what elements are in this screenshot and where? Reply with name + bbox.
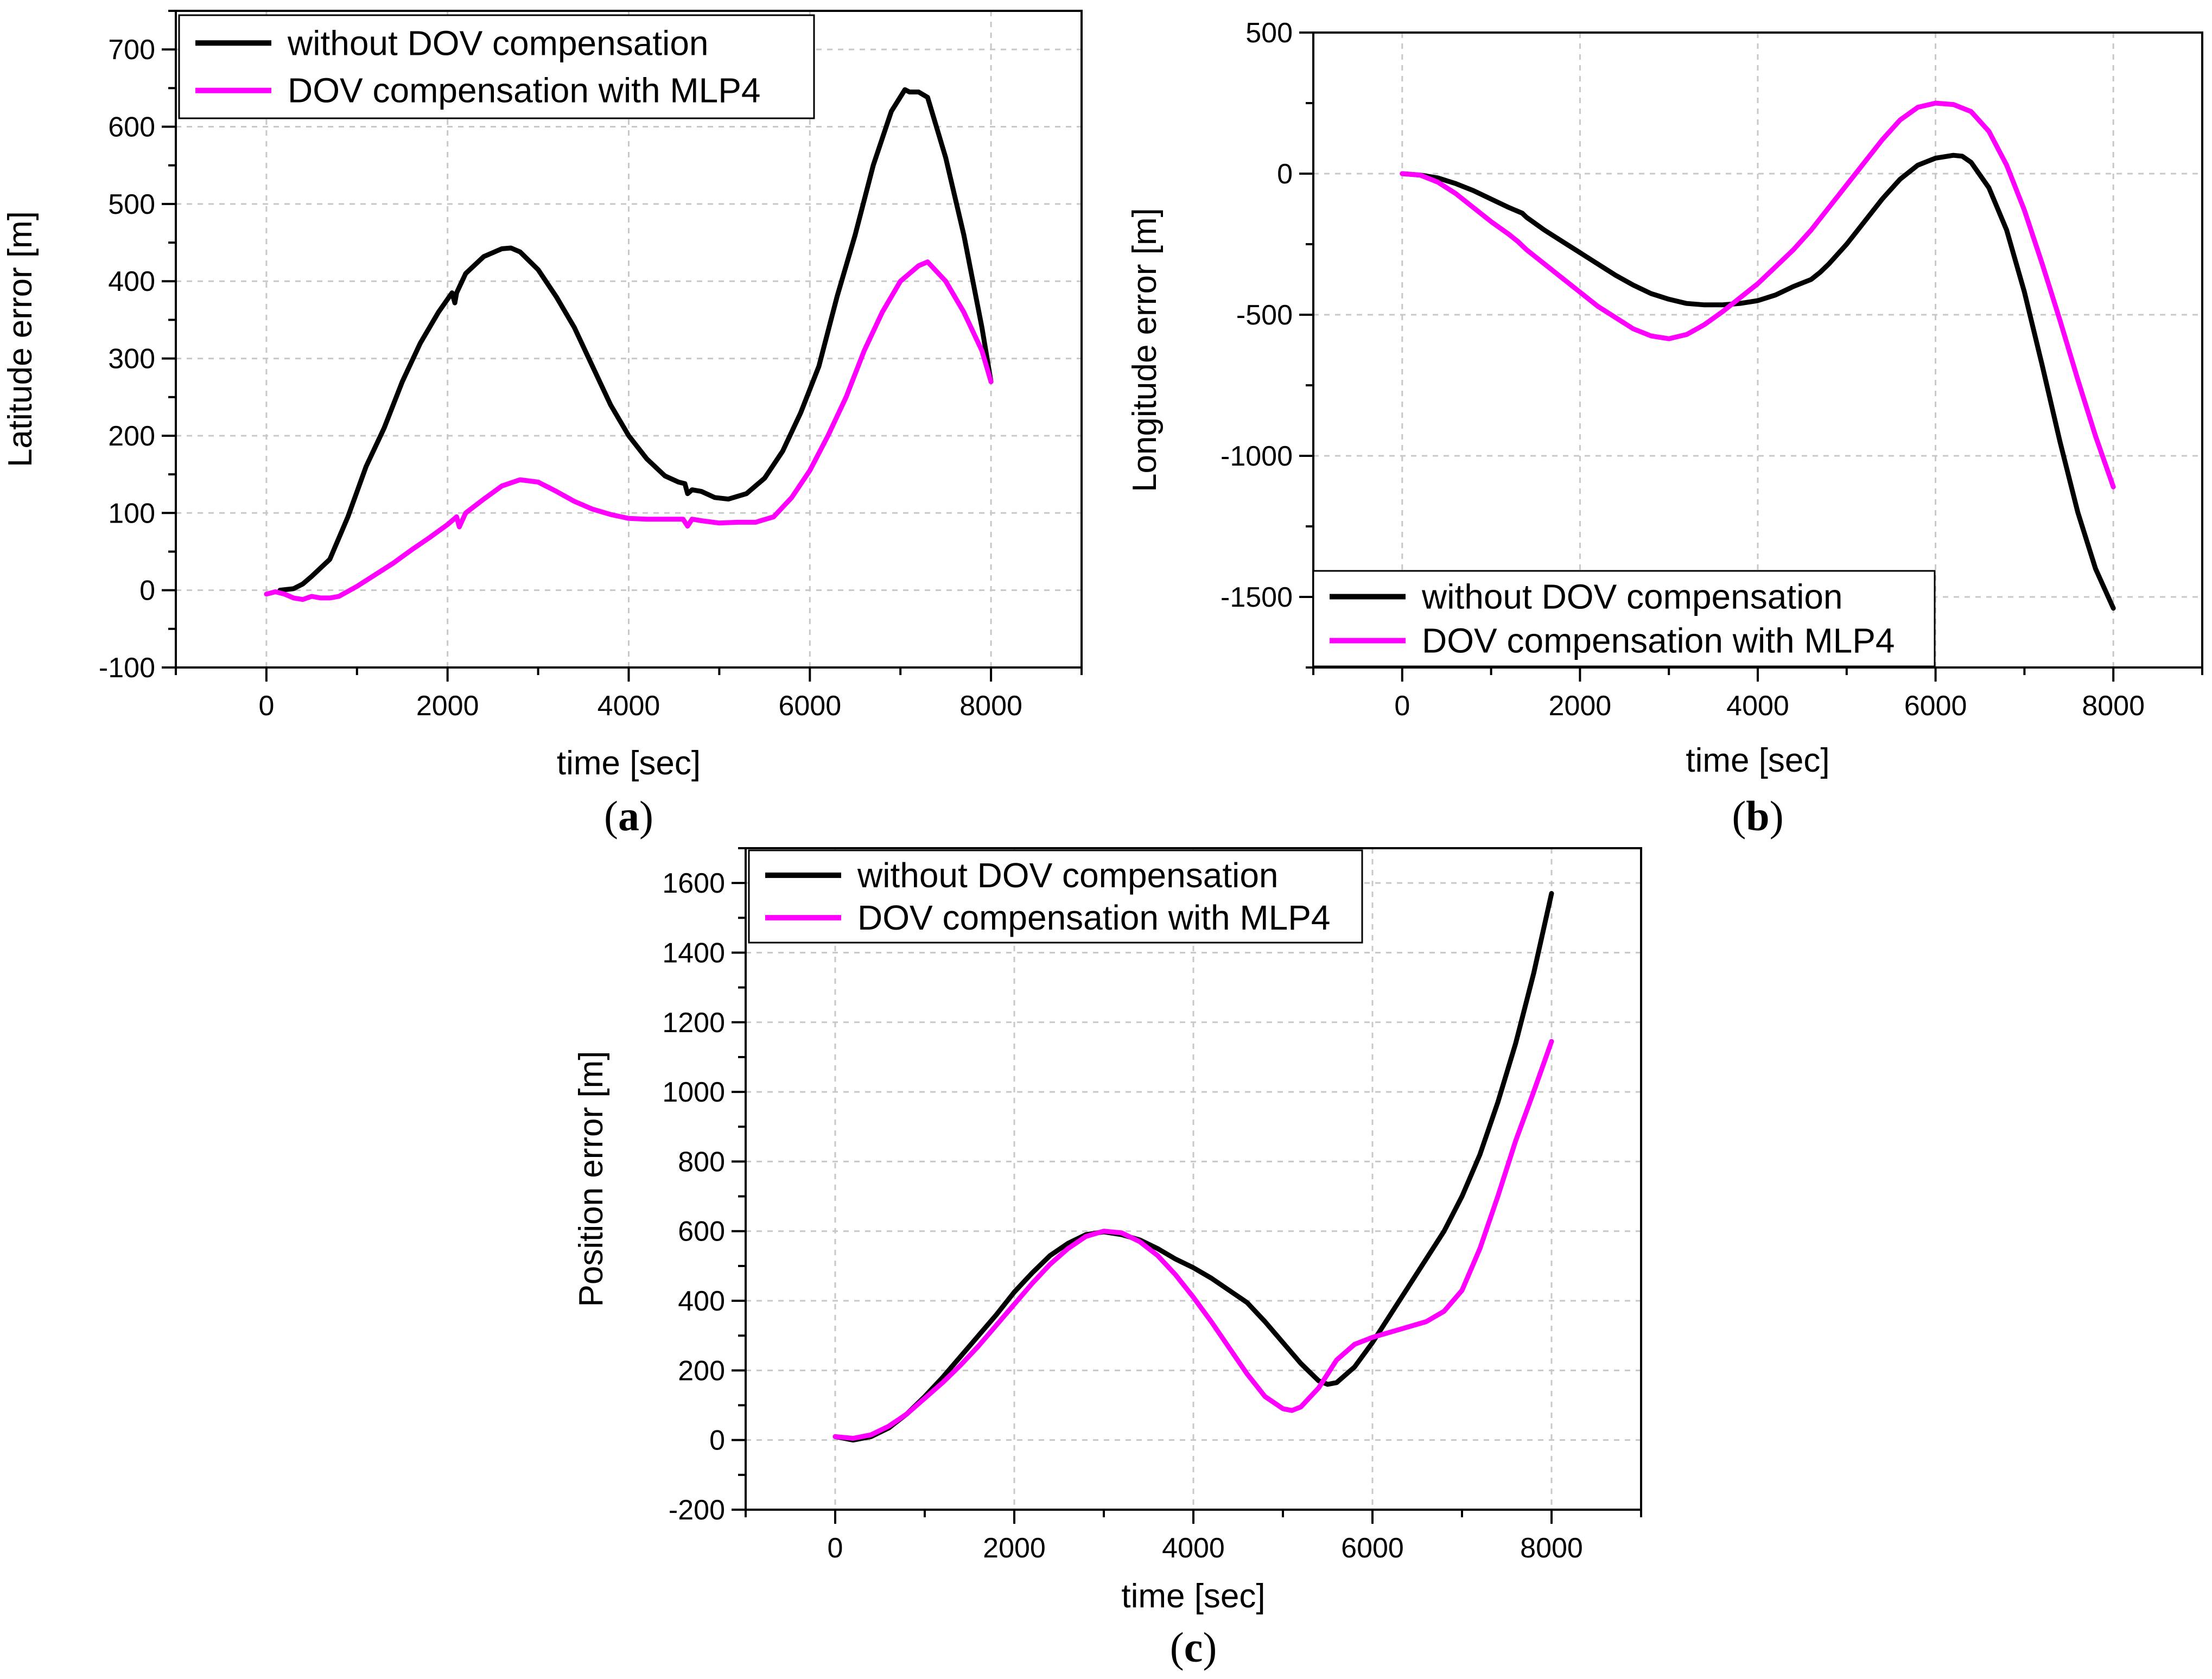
legend-box	[1312, 570, 1936, 667]
x-tick-label: 6000	[778, 690, 841, 722]
x-tick-label: 8000	[1520, 1532, 1583, 1564]
x-tick-label: 4000	[1726, 690, 1789, 722]
chart-panel-c: 0 2000 4000 6000 8000 -200 0 200 400 600 800 1000 12…	[573, 847, 1642, 1671]
x-tick-label: 2000	[983, 1532, 1046, 1564]
legend-label: DOV compensation with MLP4	[857, 898, 1331, 937]
series-line-mlp4	[832, 1039, 1554, 1441]
y-tick-label: 400	[108, 266, 155, 297]
legend-label: DOV compensation with MLP4	[288, 71, 761, 110]
x-tick-label: 6000	[1904, 690, 1967, 722]
y-tick-label: 500	[108, 189, 155, 220]
panel-label: (b)	[1732, 792, 1783, 839]
y-tick-label: -200	[669, 1494, 725, 1526]
series-line-mlp4	[264, 259, 994, 602]
y-tick-label: -500	[1236, 300, 1293, 331]
chart-panel-a: 0 2000 4000 6000 8000 -100 0 100 200 300 400 500 600…	[2, 10, 1083, 839]
x-tick-label: 2000	[1549, 690, 1612, 722]
y-axis-title: Longitude error [m]	[1126, 208, 1164, 492]
y-tick-label: 600	[108, 112, 155, 143]
y-axis-title: Latitude error [m]	[2, 211, 39, 467]
y-tick-label: 0	[709, 1425, 725, 1457]
y-tick-label: -1000	[1221, 441, 1293, 472]
plot-frame	[745, 847, 1642, 1511]
series-line-without-dov	[1400, 152, 2116, 611]
legend-label: DOV compensation with MLP4	[1422, 621, 1895, 660]
y-tick-label: 1200	[662, 1007, 725, 1039]
legend-box	[178, 14, 815, 119]
series-line-mlp4	[1400, 100, 2116, 489]
panel-label: (a)	[604, 792, 653, 839]
legend: without DOV compensation DOV compensation…	[178, 14, 815, 119]
y-tick-label: 400	[678, 1286, 725, 1317]
x-tick-label: 0	[828, 1532, 843, 1564]
series-line-without-dov	[832, 891, 1554, 1443]
y-tick-label: 1400	[662, 937, 725, 969]
series-line-without-dov	[277, 87, 994, 593]
legend: without DOV compensation DOV compensation…	[1312, 570, 1936, 667]
y-tick-label: 100	[108, 498, 155, 529]
legend-label: without DOV compensation	[1421, 577, 1843, 616]
x-axis-title: time [sec]	[557, 745, 701, 782]
y-axis-title: Position error [m]	[573, 1051, 610, 1307]
chart-panel-b: 0 2000 4000 6000 8000 -1500 -1000 -500 0 500 witho…	[1126, 17, 2203, 839]
x-tick-label: 8000	[2082, 690, 2145, 722]
panel-label: (c)	[1170, 1624, 1217, 1671]
x-tick-label: 6000	[1341, 1532, 1404, 1564]
y-tick-label: 200	[108, 421, 155, 452]
plot-frame	[1312, 31, 2203, 669]
y-tick-label: -100	[99, 652, 155, 684]
x-tick-label: 2000	[416, 690, 479, 722]
x-tick-label: 4000	[1162, 1532, 1225, 1564]
y-tick-label: 200	[678, 1355, 725, 1387]
y-tick-label: 300	[108, 344, 155, 375]
y-tick-label: 1000	[662, 1077, 725, 1108]
legend-box	[748, 849, 1363, 944]
y-tick-label: 500	[1245, 17, 1293, 49]
plot-frame	[175, 10, 1083, 669]
y-tick-label: -1500	[1221, 582, 1293, 613]
y-tick-label: 0	[1277, 158, 1293, 190]
legend-label: without DOV compensation	[287, 23, 709, 62]
y-tick-label: 800	[678, 1146, 725, 1178]
y-tick-label: 0	[139, 575, 155, 607]
y-tick-label: 1600	[662, 868, 725, 899]
y-tick-label: 600	[678, 1216, 725, 1248]
x-tick-label: 8000	[959, 690, 1022, 722]
x-axis-title: time [sec]	[1686, 742, 1829, 779]
x-axis-title: time [sec]	[1121, 1578, 1265, 1615]
legend-label: without DOV compensation	[857, 856, 1279, 895]
x-tick-label: 4000	[598, 690, 660, 722]
y-tick-label: 700	[108, 34, 155, 66]
x-tick-label: 0	[1394, 690, 1410, 722]
x-tick-label: 0	[258, 690, 274, 722]
